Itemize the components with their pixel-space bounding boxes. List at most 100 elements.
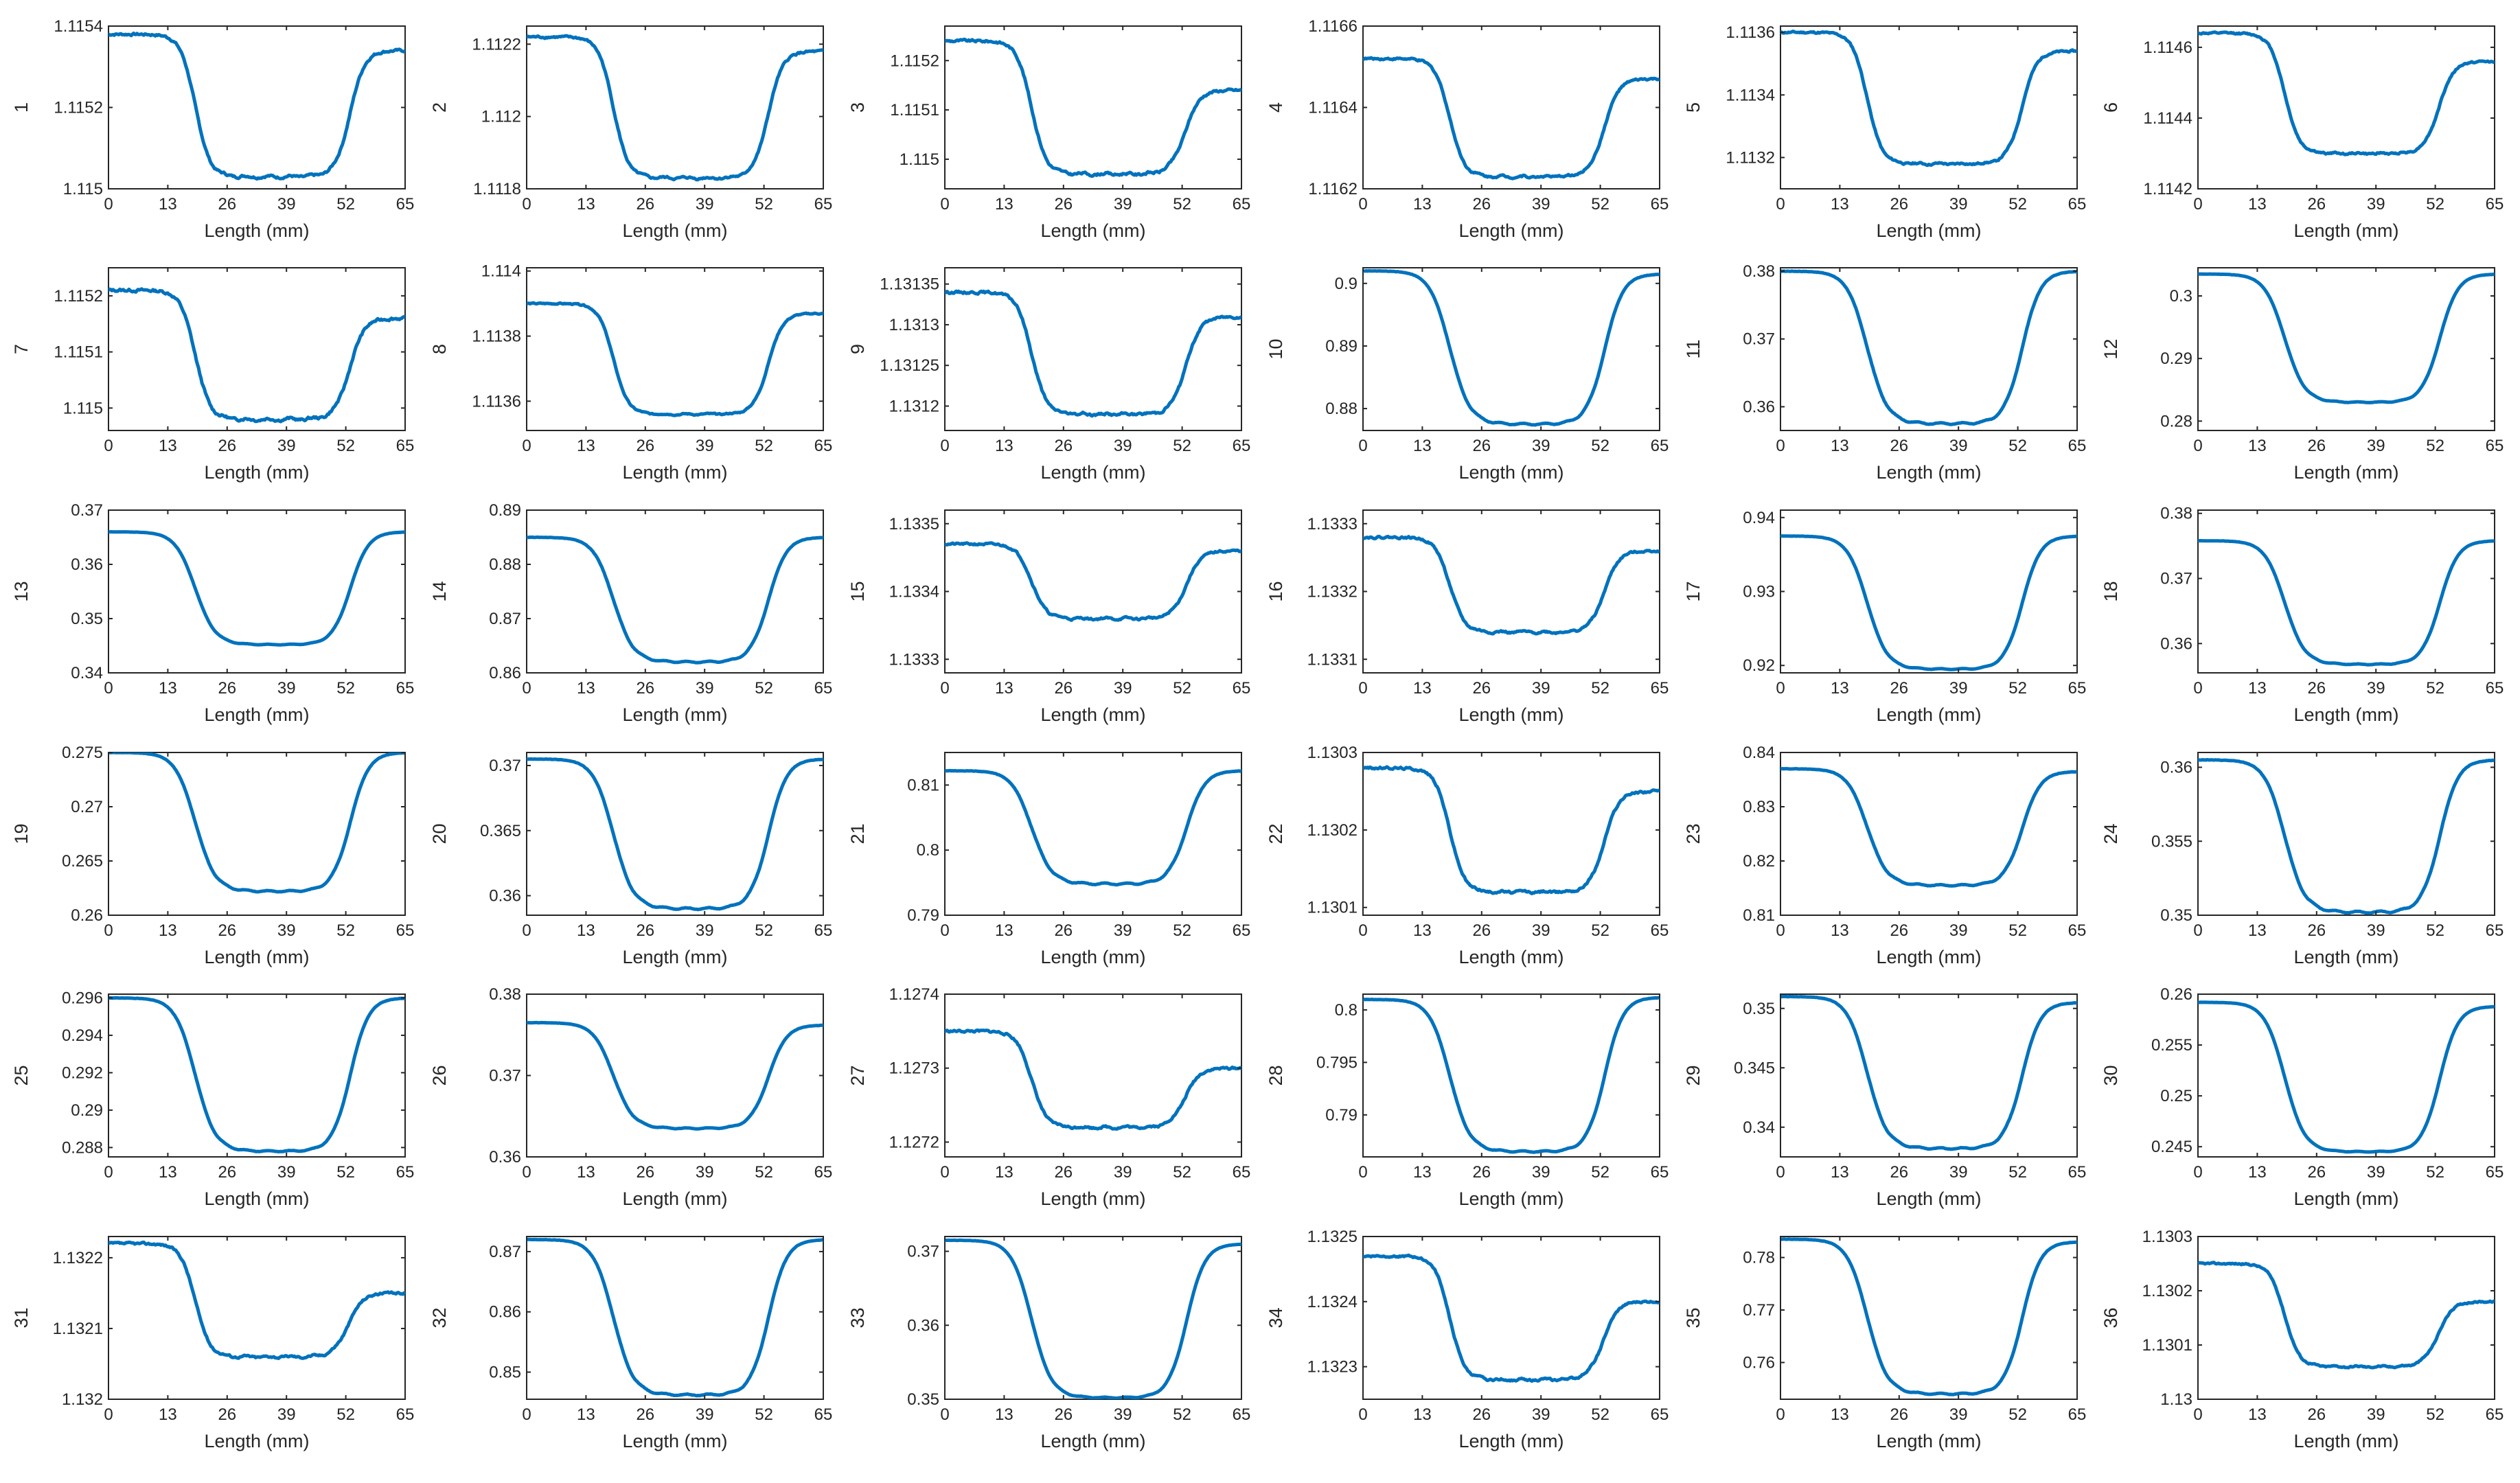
x-tick-label: 13 [577,679,595,698]
y-tick-label: 1.1273 [889,1059,939,1078]
subplot-31: 0 13 26 39 52 65 1.132 1.1321 1.1322 Length (mm) 3… [11,1236,415,1451]
x-tick-label: 65 [396,437,415,455]
x-tick-label: 52 [2008,437,2027,455]
x-tick-label: 52 [755,1405,773,1424]
x-tick-label: 52 [1591,437,1610,455]
y-axis-label: 9 [847,344,868,354]
x-tick-label: 26 [2307,195,2326,214]
subplot-17: 0 13 26 39 52 65 0.92 0.93 0.94 Length (mm) 17 [1683,509,2086,725]
x-tick-label: 26 [1890,921,1908,940]
x-tick-label: 26 [636,921,654,940]
y-tick-label: 0.345 [1734,1059,1775,1077]
x-tick-label: 26 [218,679,236,698]
x-axis-label: Length (mm) [622,1188,727,1209]
y-tick-label: 0.36 [907,1316,939,1335]
x-tick-label: 65 [2486,195,2504,214]
y-axis-label: 6 [2100,102,2121,113]
series-line [945,541,1241,622]
series-line [108,1240,405,1360]
y-axis-label: 14 [429,581,450,601]
series-line [527,1020,823,1131]
x-tick-label: 52 [336,195,355,214]
axes-frame [944,752,1242,916]
y-axis-label: 22 [1265,823,1286,844]
y-tick-label: 1.1151 [890,101,939,119]
x-axis-label: Length (mm) [1876,947,1981,967]
y-tick-label: 0.82 [1743,852,1775,871]
x-tick-label: 65 [814,437,833,455]
x-tick-label: 0 [1358,679,1367,698]
x-tick-label: 0 [1358,1405,1367,1424]
y-tick-label: 0.38 [2160,505,2192,523]
series-line [2198,1000,2495,1154]
x-tick-label: 52 [1173,1163,1191,1182]
subplot-20: 0 13 26 39 52 65 0.36 0.365 0.37 Length (mm) 20 [429,752,832,967]
y-tick-label: 1.114 [481,262,521,281]
y-tick-label: 1.1132 [1726,148,1775,167]
x-tick-label: 52 [2008,195,2027,214]
x-axis-label: Length (mm) [2293,1188,2398,1209]
y-tick-label: 1.1302 [2142,1282,2192,1300]
series-line [527,34,823,182]
y-tick-label: 0.35 [2160,906,2192,925]
x-tick-label: 0 [104,679,113,698]
y-axis-label: 3 [847,102,868,113]
axes-frame [1780,267,2078,431]
x-tick-label: 13 [2248,921,2267,940]
y-axis-label: 35 [1683,1307,1704,1328]
series-line [527,301,823,417]
y-tick-label: 1.1151 [54,343,103,362]
subplot-5: 0 13 26 39 52 65 1.1132 1.1134 1.1136 Length (mm)… [1683,23,2086,241]
y-tick-label: 1.1142 [2143,180,2192,198]
subplot-13: 0 13 26 39 52 65 0.34 0.35 0.36 0.37 Length (mm) 13 [11,501,414,725]
y-tick-label: 1.1303 [2142,1228,2192,1246]
x-axis-label: Length (mm) [622,947,727,967]
y-tick-label: 0.37 [489,757,521,775]
x-tick-label: 39 [1114,1405,1132,1424]
x-tick-label: 26 [1054,1405,1073,1424]
y-tick-label: 0.94 [1743,509,1775,527]
x-tick-label: 13 [159,1163,177,1182]
series-line [108,287,405,424]
x-tick-label: 13 [2248,1163,2267,1182]
y-axis-label: 11 [1683,339,1704,358]
y-tick-label: 0.38 [489,985,521,1004]
x-tick-label: 39 [696,1405,714,1424]
x-axis-label: Length (mm) [1458,1431,1563,1451]
axes-frame [526,993,824,1158]
x-tick-label: 65 [1651,195,1669,214]
x-tick-label: 65 [2486,679,2504,698]
x-tick-label: 39 [1949,437,1968,455]
subplot-19: 0 13 26 39 52 65 0.26 0.265 0.27 0.275 Length (mm)… [11,744,414,967]
x-tick-label: 39 [2367,1163,2385,1182]
axes-frame [1362,509,1660,674]
y-tick-label: 0.84 [1743,744,1775,762]
y-tick-label: 1.13 [2160,1390,2192,1409]
y-axis-label: 15 [847,581,868,601]
x-axis-label: Length (mm) [2293,220,2398,241]
x-tick-label: 65 [396,1405,415,1424]
y-tick-label: 0.36 [2160,634,2192,653]
series-line [1780,767,2077,888]
subplot-2: 0 13 26 39 52 65 1.1118 1.112 1.1122 Length (mm) 2 [429,25,832,241]
x-tick-label: 39 [1949,1163,1968,1182]
y-tick-label: 0.81 [1743,906,1775,925]
series-line [2198,1261,2495,1370]
axes-frame [108,25,406,189]
subplot-23: 0 13 26 39 52 65 0.81 0.82 0.83 0.84 Length (mm) 23 [1683,744,2086,967]
y-tick-label: 0.35 [907,1390,939,1409]
subplot-21: 0 13 26 39 52 65 0.79 0.8 0.81 Length (mm) 21 [847,752,1250,967]
y-tick-label: 0.36 [2160,759,2192,777]
x-tick-label: 52 [755,679,773,698]
x-tick-label: 65 [814,921,833,940]
series-line [108,530,405,647]
x-axis-label: Length (mm) [1040,220,1145,241]
axes-frame [1362,25,1660,189]
x-tick-label: 26 [1890,1163,1908,1182]
axes-frame [2197,993,2495,1158]
y-tick-label: 0.37 [489,1067,521,1085]
x-axis-label: Length (mm) [1458,1188,1563,1209]
y-tick-label: 1.1134 [1726,86,1775,104]
x-tick-label: 13 [1831,195,1849,214]
x-tick-label: 52 [755,437,773,455]
